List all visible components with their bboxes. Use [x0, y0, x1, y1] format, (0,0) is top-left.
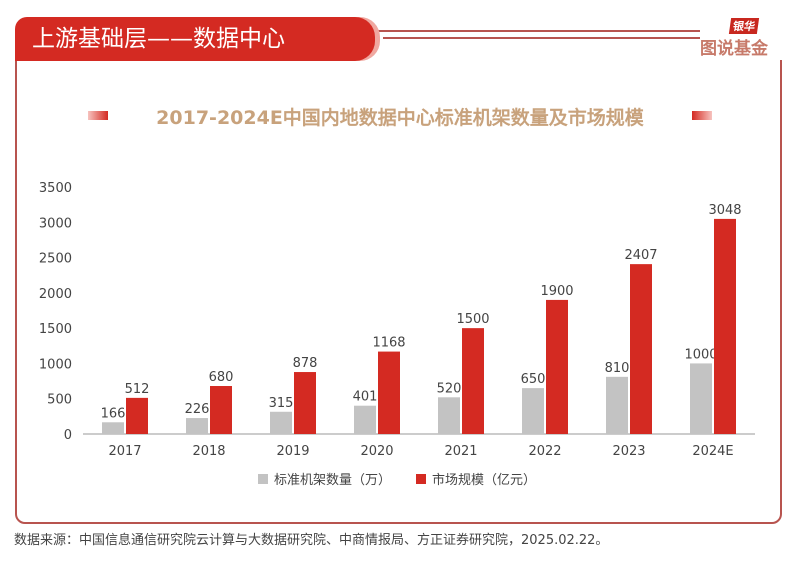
data-label: 810: [605, 361, 630, 376]
y-tick-label: 3500: [39, 181, 72, 196]
data-label: 226: [185, 402, 210, 417]
logo: 银华 图说基金: [700, 16, 790, 60]
bar-market: [462, 328, 484, 434]
bar-racks: [438, 397, 460, 434]
bar-racks: [606, 376, 628, 434]
x-tick-label: 2018: [192, 444, 225, 459]
data-label: 1900: [540, 284, 573, 299]
legend-label: 标准机架数量（万）: [274, 473, 391, 488]
x-tick-label: 2021: [444, 444, 477, 459]
source-note: 数据来源：中国信息通信研究院云计算与大数据研究院、中商情报局、方正证券研究院，2…: [14, 533, 609, 548]
y-tick-label: 0: [64, 428, 72, 443]
x-tick-label: 2022: [528, 444, 561, 459]
data-label: 401: [353, 390, 378, 405]
y-tick-label: 3000: [39, 216, 72, 231]
data-label: 680: [209, 370, 234, 385]
chart-title: 2017-2024E中国内地数据中心标准机架数量及市场规模: [156, 107, 644, 129]
data-label: 1500: [456, 312, 489, 327]
bar-racks: [270, 411, 292, 434]
bar-racks: [186, 418, 208, 434]
x-tick-label: 2019: [276, 444, 309, 459]
bar-racks: [354, 405, 376, 434]
y-tick-label: 1500: [39, 322, 72, 337]
bar-market: [546, 299, 568, 434]
y-tick-label: 1000: [39, 357, 72, 372]
legend-label: 市场规模（亿元）: [432, 472, 536, 488]
bar-market: [378, 351, 400, 434]
bar-market: [714, 218, 736, 434]
x-tick-label: 2017: [108, 444, 141, 459]
bar-market: [126, 397, 148, 434]
bar-market: [294, 372, 316, 434]
x-tick-label: 2024E: [692, 444, 733, 459]
data-label: 2407: [624, 248, 657, 263]
data-label: 3048: [708, 203, 741, 218]
divider: [383, 37, 703, 39]
bar-racks: [522, 388, 544, 434]
chart-frame: [15, 30, 782, 524]
data-label: 878: [293, 356, 318, 371]
bar-market: [630, 264, 652, 434]
data-label: 512: [125, 382, 150, 397]
bar-market: [210, 386, 232, 434]
legend-swatch: [258, 474, 268, 484]
y-tick-label: 500: [47, 393, 72, 408]
data-label: 166: [101, 406, 126, 421]
data-label: 1168: [372, 336, 405, 351]
x-tick-label: 2020: [360, 444, 393, 459]
section-title: 上游基础层——数据中心: [15, 17, 375, 61]
logo-bottom: 图说基金: [700, 39, 768, 59]
bar-racks: [102, 422, 124, 434]
data-label: 650: [521, 372, 546, 387]
x-tick-label: 2023: [612, 444, 645, 459]
y-tick-label: 2500: [39, 252, 72, 267]
y-tick-label: 2000: [39, 287, 72, 302]
data-label: 1000: [684, 347, 717, 362]
legend-swatch: [416, 474, 426, 484]
data-label: 315: [269, 396, 294, 411]
data-label: 520: [437, 381, 462, 396]
title-decoration-left: [88, 111, 108, 120]
bar-racks: [690, 363, 712, 434]
